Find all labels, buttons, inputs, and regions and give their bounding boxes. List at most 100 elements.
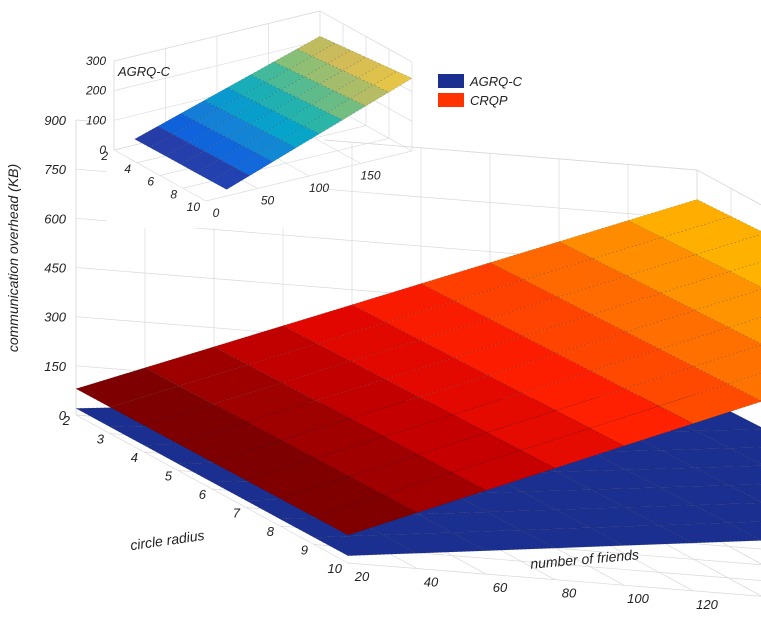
z-tick-label: 450	[44, 261, 66, 276]
legend-swatch-crqp	[438, 93, 464, 107]
agrq-c-surface-cell	[624, 504, 729, 526]
y-tick-label: 2	[62, 413, 71, 428]
grid-line	[113, 40, 321, 92]
y-tick-label: 6	[147, 175, 154, 189]
y-tick-label: 10	[187, 200, 201, 214]
z-tick-label: 300	[86, 54, 106, 68]
crqp-surface-cell	[313, 494, 418, 536]
crqp-surface-cell	[556, 331, 661, 372]
agrq-c-surface-cell	[556, 469, 661, 490]
crqp-surface-cell	[589, 405, 694, 447]
crqp-surface-cell	[385, 300, 490, 341]
crqp-surface-cell	[659, 327, 761, 367]
inset-surface-cell	[296, 35, 336, 57]
y-tick-label: 9	[301, 543, 308, 558]
agrq-c-surface-cell	[658, 522, 761, 544]
z-axis-label: communication overhead (KB)	[5, 164, 21, 352]
crqp-surface-cell	[489, 241, 594, 281]
crqp-surface-cell	[143, 403, 248, 444]
agrq-c-surface-cell	[520, 527, 625, 549]
crqp-surface-cell	[177, 421, 282, 463]
crqp-surface-cell	[453, 335, 558, 376]
x-tick-label: 60	[493, 580, 508, 595]
x-tick-label: 100	[627, 591, 649, 606]
z-tick-label: 300	[44, 310, 66, 325]
crqp-surface-cell	[661, 216, 761, 255]
crqp-surface-cell	[350, 339, 455, 380]
agrq-c-surface-cell	[729, 447, 761, 465]
crqp-surface-cell	[75, 367, 180, 408]
z-tick-label: 0	[99, 143, 106, 157]
crqp-surface-cell	[558, 220, 663, 259]
grid-line	[205, 150, 413, 202]
crqp-surface-cell	[211, 440, 316, 481]
agrq-c-surface-cell	[591, 449, 696, 471]
inset-surface-cell	[233, 153, 274, 176]
crqp-surface-cell	[213, 325, 318, 365]
inset-surface-cell	[226, 74, 267, 96]
agrq-c-surface-cell	[694, 465, 761, 486]
axis-edge	[319, 10, 413, 63]
crqp-surface-cell	[212, 382, 317, 423]
crqp-surface-cell	[454, 279, 559, 319]
x-tick-label: 120	[696, 597, 718, 612]
x-axis-label: number of friends	[530, 546, 640, 571]
crqp-surface-cell	[627, 199, 732, 238]
y-tick-label: 7	[233, 506, 241, 521]
x-tick-label: 0	[213, 206, 220, 220]
z-tick-label: 900	[44, 113, 66, 128]
crqp-surface-cell	[486, 410, 591, 451]
crqp-surface-cell	[624, 366, 729, 407]
crqp-surface-cell	[281, 361, 386, 401]
crqp-surface-cell	[316, 322, 421, 362]
crqp-surface-cell	[452, 392, 557, 433]
crqp-surface-cell	[660, 271, 761, 311]
crqp-surface-cell	[523, 258, 628, 298]
crqp-surface-cell	[451, 450, 556, 491]
inset-surface-cell	[288, 56, 329, 77]
z-tick-label: 100	[86, 113, 106, 127]
y-tick-label: 3	[97, 432, 105, 447]
agrq-c-surface-cell	[589, 524, 694, 546]
inset-surface-cell	[273, 48, 313, 70]
crqp-surface-cell	[418, 375, 523, 416]
inset-surface-cell	[249, 61, 290, 83]
inset-title: AGRQ-C	[117, 64, 171, 79]
grid-line	[347, 562, 761, 597]
inset-surface-cell	[211, 116, 251, 138]
crqp-surface-cell	[658, 383, 761, 424]
crqp-surface-cell	[247, 343, 352, 383]
crqp-surface-cell	[728, 317, 761, 344]
z-tick-label: 600	[44, 211, 66, 226]
x-tick-label: 100	[309, 181, 329, 195]
inset-surface-cell	[311, 42, 352, 64]
y-tick-label: 4	[124, 162, 131, 176]
crqp-surface-cell	[693, 344, 761, 385]
inset-surface	[134, 35, 413, 190]
crqp-surface-cell	[178, 364, 283, 405]
crqp-surface-cell	[315, 378, 420, 419]
crqp-surface-cell	[521, 370, 626, 411]
crqp-surface-cell	[695, 234, 761, 272]
crqp-surface-cell	[384, 357, 489, 398]
crqp-surface-cell	[520, 428, 625, 469]
crqp-surface-cell	[592, 237, 697, 277]
inset-surface-cell	[210, 167, 251, 190]
main-axes: 2040608010012014016018020023456789100150…	[44, 113, 718, 612]
crqp-surface-cell	[109, 385, 214, 426]
y-axis-label: circle radius	[129, 527, 205, 553]
legend-swatch-agrq-c	[438, 74, 464, 88]
inset-surface-cell	[326, 50, 367, 71]
crqp-surface-cell	[557, 275, 662, 315]
y-tick-label: 4	[131, 450, 138, 465]
crqp-surface-cell	[245, 458, 350, 499]
crqp-surface-cell	[625, 310, 730, 350]
crqp-surface-cell	[314, 436, 419, 477]
crqp-surface-cell	[590, 349, 695, 389]
crqp-surface-cell	[555, 388, 660, 429]
crqp-surface-cell	[349, 396, 454, 437]
crqp-surface-cell	[383, 414, 488, 455]
y-tick-label: 8	[267, 524, 275, 539]
crqp-surface-cell	[282, 304, 387, 344]
